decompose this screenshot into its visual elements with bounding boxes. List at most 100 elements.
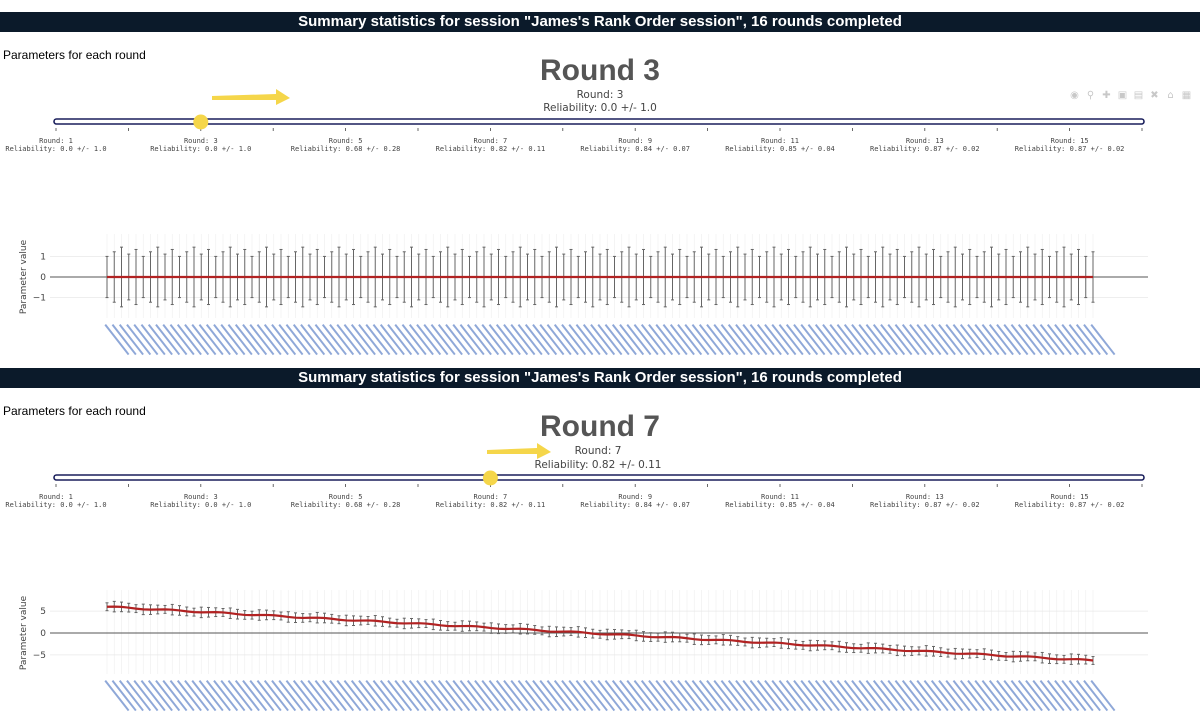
x-tick-label (474, 324, 500, 356)
x-tick-label (909, 680, 935, 712)
current-reliability-label: Reliability: 0.82 +/- 0.11 (535, 459, 662, 471)
slider-tick-label-reliability: Reliability: 0.85 +/- 0.04 (725, 501, 835, 509)
x-tick-label (118, 324, 144, 356)
x-tick-label (945, 680, 971, 712)
x-tick-label (597, 324, 623, 356)
x-tick-label (191, 324, 217, 356)
x-tick-label (394, 680, 420, 712)
y-tick-label: 0 (40, 629, 46, 639)
home-icon[interactable]: ⌂ (1167, 90, 1174, 101)
x-tick-label (249, 680, 275, 712)
x-tick-label (764, 680, 790, 712)
slider-tick-label-round: Round: 5 (329, 137, 363, 145)
y-tick-label: −5 (33, 651, 46, 661)
slider-tick-label-reliability: Reliability: 0.87 +/- 0.02 (1015, 501, 1125, 509)
x-tick-label (169, 324, 195, 356)
x-tick-label (169, 680, 195, 712)
x-tick-label (575, 324, 601, 356)
x-tick-label (372, 680, 398, 712)
x-tick-label (1090, 324, 1116, 356)
slider-handle[interactable] (482, 470, 498, 486)
x-tick-label (517, 324, 543, 356)
slider-tick-label-reliability: Reliability: 0.87 +/- 0.02 (1015, 145, 1125, 153)
x-tick-label (611, 680, 637, 712)
slider-handle[interactable] (193, 114, 209, 130)
x-tick-label (416, 324, 442, 356)
x-tick-label (561, 680, 587, 712)
x-tick-label (481, 680, 507, 712)
y-tick-label: 5 (40, 607, 46, 617)
x-tick-label (967, 680, 993, 712)
x-tick-label (887, 324, 913, 356)
x-tick-label (967, 324, 993, 356)
x-tick-label (749, 324, 775, 356)
camera-icon[interactable]: ◉ (1070, 90, 1079, 101)
x-tick-label (756, 324, 782, 356)
x-tick-label (408, 680, 434, 712)
x-tick-label (771, 324, 797, 356)
x-tick-label (242, 680, 268, 712)
x-tick-label (981, 324, 1007, 356)
x-tick-label (843, 324, 869, 356)
x-tick-label (495, 680, 521, 712)
plotly-logo-icon[interactable]: ▦ (1181, 90, 1192, 101)
slider-tick-label-reliability: Reliability: 0.82 +/- 0.11 (436, 145, 546, 153)
x-tick-label (379, 324, 405, 356)
parameter-line (106, 605, 1094, 662)
x-tick-label (814, 680, 840, 712)
slider-rail[interactable] (53, 118, 1145, 125)
x-tick-label (1068, 324, 1094, 356)
x-tick-label (1003, 324, 1029, 356)
autoscale-icon[interactable]: ✖ (1150, 90, 1159, 101)
x-tick-label (1075, 680, 1101, 712)
x-tick-label (1025, 680, 1051, 712)
slider-tick-label-round: Round: 15 (1051, 137, 1089, 145)
x-tick-label (488, 324, 514, 356)
x-tick-label (959, 324, 985, 356)
x-tick-label (278, 680, 304, 712)
x-tick-label (546, 680, 572, 712)
x-tick-label (126, 324, 152, 356)
slider-tick-label-reliability: Reliability: 0.0 +/- 1.0 (5, 145, 106, 153)
zoom-out-icon[interactable]: ▤ (1133, 90, 1144, 101)
zoom-icon[interactable]: ⚲ (1086, 90, 1095, 101)
x-tick-label (401, 680, 427, 712)
slider-tick-label-reliability: Reliability: 0.85 +/- 0.04 (725, 145, 835, 153)
x-tick-label (807, 680, 833, 712)
x-tick-label (336, 324, 362, 356)
y-tick-label: 1 (40, 252, 46, 262)
x-tick-label (655, 324, 681, 356)
x-tick-label (800, 680, 826, 712)
x-tick-label (234, 324, 260, 356)
x-tick-label (358, 680, 384, 712)
slider-tick-label-reliability: Reliability: 0.84 +/- 0.07 (580, 145, 690, 153)
round-panel-2: Summary statistics for session "James's … (0, 368, 1200, 725)
x-tick-label (220, 324, 246, 356)
x-tick-label (727, 680, 753, 712)
slider-tick-label-reliability: Reliability: 0.84 +/- 0.07 (580, 501, 690, 509)
x-tick-label (452, 680, 478, 712)
x-tick-label (155, 680, 181, 712)
x-tick-label (1046, 324, 1072, 356)
slider-tick-label-round: Round: 11 (761, 137, 799, 145)
x-tick-label (691, 680, 717, 712)
x-tick-label (198, 680, 224, 712)
x-tick-label (996, 324, 1022, 356)
x-tick-labels (104, 324, 1116, 356)
x-tick-label (271, 680, 297, 712)
pan-icon[interactable]: ✚ (1102, 90, 1111, 101)
x-tick-label (785, 680, 811, 712)
x-tick-label (778, 324, 804, 356)
x-tick-label (176, 680, 202, 712)
slider-rail[interactable] (53, 474, 1145, 481)
x-tick-label (952, 680, 978, 712)
slider-tick-label-reliability: Reliability: 0.68 +/- 0.28 (291, 145, 401, 153)
x-tick-label (1032, 680, 1058, 712)
x-tick-label (452, 324, 478, 356)
x-tick-label (314, 324, 340, 356)
slider-tick-label-reliability: Reliability: 0.68 +/- 0.28 (291, 501, 401, 509)
zoom-in-icon[interactable]: ▣ (1117, 90, 1128, 101)
x-tick-label (227, 324, 253, 356)
x-tick-label (285, 680, 311, 712)
